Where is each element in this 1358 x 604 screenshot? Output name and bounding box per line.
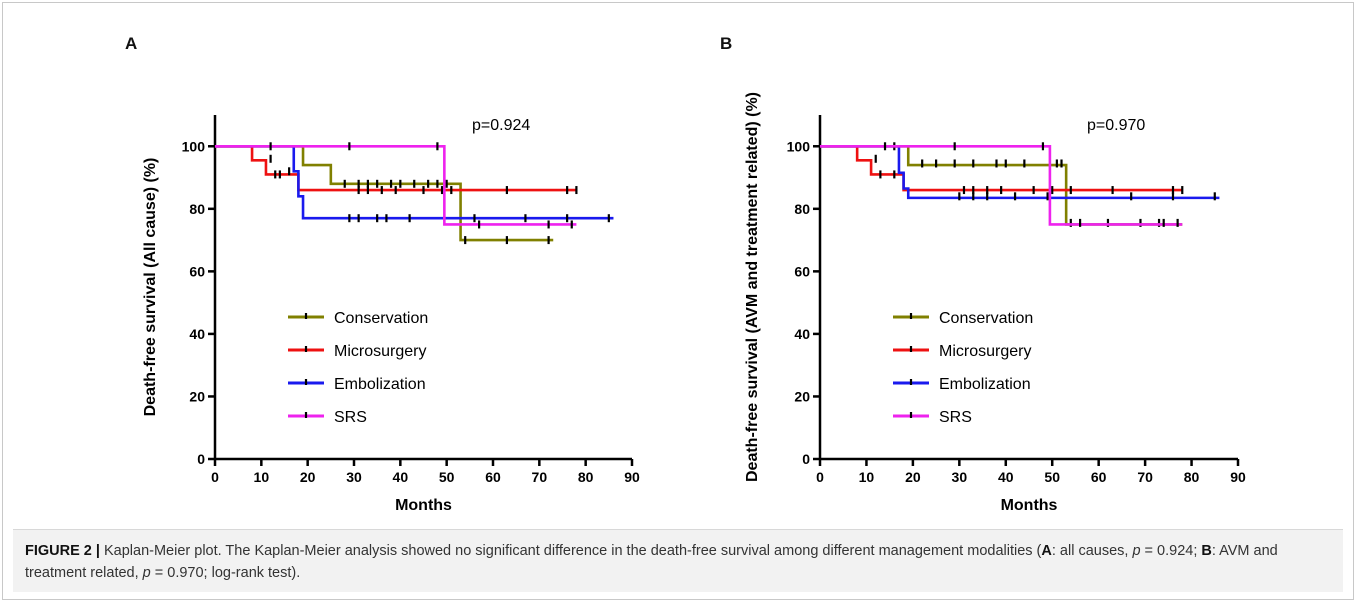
panel-a-y-tick-label: 0 — [197, 451, 205, 467]
caption-p-value-2: = 0.970; log-rank test). — [150, 565, 301, 581]
panel-b-p-value: p=0.970 — [1087, 117, 1145, 134]
panel-a-x-axis-title: Months — [395, 497, 452, 514]
panel-a-chart: A 0 20 40 60 80 100 0 10 20 30 40 50 60 70 80 90 Months De… — [125, 34, 640, 514]
panel-a-y-tick-label: 40 — [189, 326, 205, 342]
caption-text-1: Kaplan-Meier plot. The Kaplan-Meier anal… — [99, 543, 1042, 559]
panel-b-series-embolization-legend-label: Embolization — [939, 376, 1031, 393]
panel-a-y-tick-label: 80 — [189, 201, 205, 217]
panel-a-series-embolization-line — [215, 144, 614, 220]
caption-p-symbol-1: p — [1132, 543, 1141, 559]
panel-b-series-embolization-line — [820, 144, 1220, 200]
panel-a-x-tick-label: 90 — [624, 469, 640, 485]
panel-a-series-conservation-legend-label: Conservation — [334, 310, 428, 327]
panel-b-y-tick-label: 60 — [794, 263, 810, 279]
panel-b-y-tick-label: 100 — [787, 138, 811, 154]
panel-b-y-tick-label: 20 — [794, 388, 810, 404]
panel-b-y-tick-label: 80 — [794, 201, 810, 217]
caption-label: FIGURE 2 | — [25, 543, 100, 559]
panel-b-x-tick-label: 20 — [905, 469, 921, 485]
panel-b-x-tick-label: 0 — [816, 469, 824, 485]
panel-a-panel-label: A — [125, 34, 137, 53]
panel-b-x-tick-label: 70 — [1137, 469, 1153, 485]
panel-b-x-tick-label: 40 — [998, 469, 1014, 485]
caption-p-value-1: = 0.924; — [1140, 543, 1202, 559]
caption-key-a: A — [1041, 543, 1052, 559]
panel-b-chart: B 0 20 40 60 80 100 0 10 20 30 40 50 60 70 80 90 Months De… — [720, 34, 1246, 514]
panel-a-x-tick-label: 30 — [346, 469, 362, 485]
panel-a-x-tick-label: 10 — [254, 469, 270, 485]
caption-text-2: : all causes, — [1051, 543, 1133, 559]
panel-a-y-tick-label: 100 — [182, 138, 206, 154]
panel-a-x-tick-label: 70 — [532, 469, 548, 485]
panel-b-series-microsurgery-line — [820, 144, 1183, 192]
panel-b-x-tick-label: 30 — [952, 469, 968, 485]
panel-a-x-tick-label: 20 — [300, 469, 316, 485]
panel-b-panel-label: B — [720, 34, 732, 53]
panel-b-series-srs-legend-label: SRS — [939, 409, 972, 426]
panel-b-x-axis-title: Months — [1001, 497, 1058, 514]
panel-b-x-tick-label: 50 — [1044, 469, 1060, 485]
panel-b-series-microsurgery-legend-label: Microsurgery — [939, 343, 1031, 360]
panel-a-x-tick-label: 50 — [439, 469, 455, 485]
panel-a-series-srs-line — [215, 144, 577, 226]
panel-a-y-tick-label: 60 — [189, 263, 205, 279]
panel-b-y-tick-label: 40 — [794, 326, 810, 342]
panel-a-x-tick-label: 40 — [393, 469, 409, 485]
figure-caption: FIGURE 2 | Kaplan-Meier plot. The Kaplan… — [13, 529, 1343, 592]
panel-b-series-srs-line — [820, 144, 1183, 226]
caption-text-3: : AVM and treatment related, — [25, 543, 1278, 581]
panel-a-x-tick-label: 60 — [485, 469, 501, 485]
caption-key-b: B — [1201, 543, 1212, 559]
panel-b-series-conservation-line — [820, 144, 1183, 226]
panel-a-y-tick-label: 20 — [189, 388, 205, 404]
panel-a-series-conservation-line — [215, 144, 554, 242]
panel-b-y-axis-title: Death-free survival (AVM and treatment r… — [744, 92, 761, 482]
panel-b-y-tick-label: 0 — [802, 451, 810, 467]
panel-b-series-conservation-legend-label: Conservation — [939, 310, 1033, 327]
panel-b-x-tick-label: 80 — [1184, 469, 1200, 485]
panel-a-x-tick-label: 0 — [211, 469, 219, 485]
panel-b-x-tick-label: 60 — [1091, 469, 1107, 485]
panel-a-p-value: p=0.924 — [472, 117, 530, 134]
panel-a-y-axis-title: Death-free survival (All cause) (%) — [142, 158, 159, 417]
panel-b-x-tick-label: 10 — [859, 469, 875, 485]
panel-b-x-tick-label: 90 — [1230, 469, 1246, 485]
panel-a-series-srs-legend-label: SRS — [334, 409, 367, 426]
panel-a-x-tick-label: 80 — [578, 469, 594, 485]
panel-a-series-microsurgery-legend-label: Microsurgery — [334, 343, 426, 360]
panel-a-series-embolization-legend-label: Embolization — [334, 376, 426, 393]
caption-p-symbol-2: p — [142, 565, 151, 581]
